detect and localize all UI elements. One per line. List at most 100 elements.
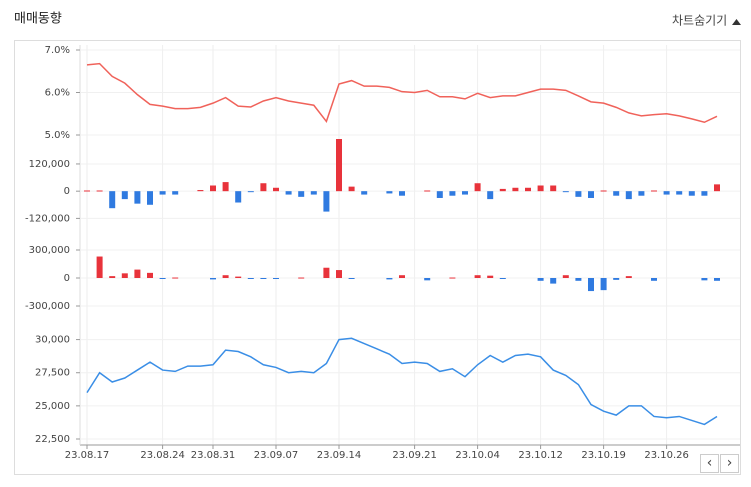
bar bbox=[651, 278, 657, 281]
bar bbox=[701, 191, 708, 196]
bar bbox=[449, 191, 456, 196]
y-tick-label: 7.0% bbox=[45, 45, 70, 56]
bar bbox=[474, 183, 481, 192]
bar bbox=[562, 191, 569, 193]
x-tick-label: 23.10.26 bbox=[644, 450, 689, 461]
prev-label[interactable]: ‹ bbox=[707, 455, 713, 471]
bar bbox=[197, 190, 204, 192]
bar bbox=[235, 276, 242, 278]
bar bbox=[348, 278, 355, 279]
section-title: 매매동향 bbox=[14, 12, 62, 27]
line bbox=[86, 62, 718, 124]
bar bbox=[348, 186, 355, 192]
y-tick-label: -300,000 bbox=[25, 301, 70, 312]
bar bbox=[399, 191, 405, 196]
bar bbox=[714, 184, 720, 192]
bar bbox=[512, 187, 519, 192]
bar bbox=[537, 185, 544, 192]
bar bbox=[550, 185, 557, 192]
x-tick-label: 23.08.24 bbox=[140, 450, 185, 461]
y-tick-label: 0 bbox=[64, 273, 70, 284]
bar bbox=[487, 275, 494, 278]
bar bbox=[273, 278, 279, 279]
bar bbox=[399, 275, 405, 278]
toggle-chart[interactable]: 차트숨기기 bbox=[672, 14, 727, 28]
bar bbox=[210, 185, 216, 192]
y-tick-label: 30,000 bbox=[35, 335, 70, 346]
bar bbox=[600, 278, 607, 291]
bar bbox=[386, 278, 393, 280]
x-tick-label: 23.10.19 bbox=[581, 450, 626, 461]
bar bbox=[323, 191, 330, 212]
x-tick-label: 23.08.31 bbox=[191, 450, 236, 461]
bar bbox=[651, 190, 657, 192]
bar bbox=[462, 191, 468, 195]
bar bbox=[147, 272, 153, 278]
y-tick-label: 0 bbox=[64, 186, 70, 197]
bar bbox=[84, 190, 90, 192]
bar bbox=[235, 191, 242, 203]
bar bbox=[336, 139, 342, 192]
bar bbox=[134, 269, 141, 278]
y-tick-label: 120,000 bbox=[29, 159, 70, 170]
bar bbox=[361, 191, 368, 195]
bar bbox=[625, 191, 632, 200]
bar bbox=[260, 278, 267, 279]
bar bbox=[525, 187, 531, 192]
bar bbox=[285, 191, 292, 195]
bar bbox=[499, 188, 506, 192]
bar bbox=[159, 278, 166, 279]
bar bbox=[575, 191, 582, 197]
bar bbox=[676, 191, 683, 195]
bar bbox=[625, 276, 632, 278]
toggle-icon[interactable] bbox=[732, 19, 741, 25]
y-tick-label: 27,500 bbox=[35, 368, 70, 379]
bar bbox=[663, 191, 670, 195]
bar bbox=[159, 191, 166, 195]
y-tick-label: -120,000 bbox=[25, 213, 70, 224]
x-tick-label: 23.09.14 bbox=[317, 450, 362, 461]
x-tick-label: 23.08.17 bbox=[65, 450, 110, 461]
y-tick-label: 22,500 bbox=[35, 434, 70, 445]
bar bbox=[172, 191, 179, 195]
bar bbox=[147, 191, 153, 205]
bar bbox=[298, 277, 305, 279]
bar bbox=[260, 183, 267, 192]
bar bbox=[310, 191, 317, 195]
x-tick-label: 23.09.21 bbox=[392, 450, 437, 461]
bar bbox=[613, 191, 620, 196]
bar bbox=[588, 191, 594, 198]
bar bbox=[134, 191, 141, 204]
bar bbox=[336, 270, 342, 278]
x-tick-label: 23.09.07 bbox=[254, 450, 299, 461]
next-button[interactable] bbox=[720, 454, 739, 473]
line bbox=[86, 337, 718, 426]
bar bbox=[714, 278, 720, 281]
y-tick-label: 6.0% bbox=[45, 88, 70, 99]
bar bbox=[121, 273, 128, 278]
bar bbox=[222, 275, 229, 278]
next-label[interactable]: › bbox=[727, 455, 733, 471]
bar bbox=[323, 267, 330, 278]
bar bbox=[247, 278, 254, 279]
y-tick-label: 300,000 bbox=[29, 245, 70, 256]
bar bbox=[386, 191, 393, 194]
bar bbox=[109, 276, 116, 278]
bar bbox=[210, 278, 216, 280]
bar bbox=[424, 190, 431, 192]
bar bbox=[688, 191, 695, 196]
bar bbox=[424, 278, 431, 281]
bar bbox=[172, 277, 179, 279]
bar bbox=[701, 278, 708, 281]
bar bbox=[436, 191, 443, 198]
prev-button[interactable] bbox=[700, 454, 719, 473]
bar bbox=[449, 277, 456, 279]
x-tick-label: 23.10.04 bbox=[455, 450, 500, 461]
chart-frame bbox=[14, 40, 741, 475]
bar bbox=[575, 278, 582, 281]
bar bbox=[550, 278, 557, 284]
bar bbox=[487, 191, 494, 200]
bar bbox=[638, 191, 645, 196]
